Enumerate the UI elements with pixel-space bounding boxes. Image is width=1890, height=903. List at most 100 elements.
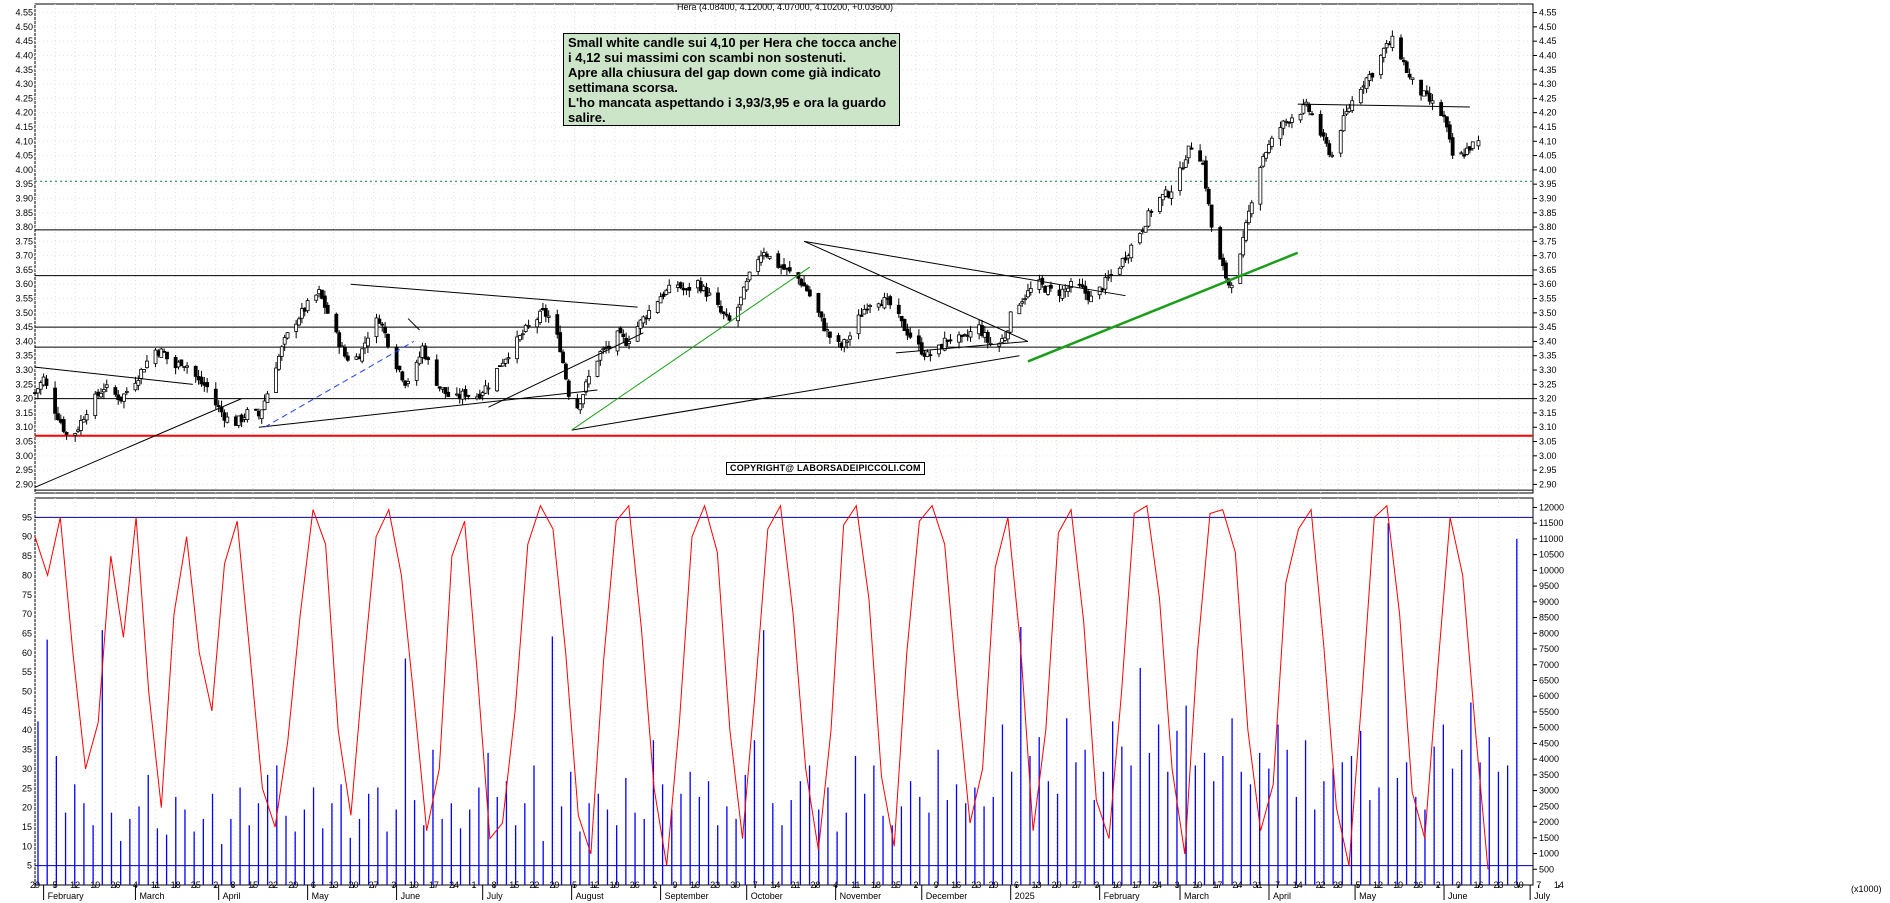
candle-body bbox=[1089, 295, 1093, 303]
candle-body bbox=[145, 360, 149, 369]
candle bbox=[759, 250, 763, 266]
candle-body bbox=[1465, 147, 1469, 155]
osc-tick-label: 45 bbox=[22, 706, 32, 716]
osc-tick-label: 5 bbox=[27, 861, 32, 871]
vol-tick-label: 4500 bbox=[1539, 738, 1559, 748]
candle-body bbox=[1178, 167, 1182, 192]
candle-body bbox=[1146, 210, 1151, 227]
candle bbox=[1278, 121, 1283, 146]
candle bbox=[262, 394, 267, 411]
candle-body bbox=[558, 332, 563, 353]
candle-body bbox=[1186, 145, 1191, 159]
candle-body bbox=[564, 363, 568, 380]
candle bbox=[259, 409, 264, 424]
candle-body bbox=[807, 289, 812, 297]
candle-body bbox=[1020, 301, 1025, 304]
candle-body bbox=[828, 331, 832, 338]
candle-body bbox=[1218, 227, 1223, 260]
price-tick-label: 4.40 bbox=[1539, 50, 1557, 60]
candle bbox=[193, 365, 198, 383]
candle-body bbox=[1281, 120, 1286, 129]
candle bbox=[658, 292, 663, 304]
candle bbox=[942, 331, 947, 352]
candle-body bbox=[523, 324, 528, 332]
candle bbox=[423, 343, 428, 361]
note-line: salire. bbox=[568, 110, 606, 125]
candle-body bbox=[334, 313, 339, 333]
candle bbox=[213, 382, 218, 409]
candle bbox=[1218, 225, 1223, 260]
candle bbox=[443, 387, 448, 400]
candle-body bbox=[575, 398, 580, 409]
candle bbox=[876, 302, 881, 311]
vol-tick-label: 2000 bbox=[1539, 817, 1559, 827]
candle bbox=[518, 334, 522, 343]
candle bbox=[320, 289, 324, 300]
candle bbox=[1318, 110, 1323, 138]
candle-body bbox=[340, 345, 344, 348]
candle bbox=[822, 313, 827, 332]
black-trendline bbox=[258, 389, 598, 428]
candle bbox=[819, 311, 824, 322]
price-tick-label: 3.05 bbox=[1539, 437, 1557, 447]
candle bbox=[463, 385, 468, 401]
candle-body bbox=[294, 323, 299, 332]
candle-body bbox=[1269, 137, 1274, 147]
candle bbox=[908, 327, 913, 340]
price-tick-label: 3.90 bbox=[1539, 193, 1557, 203]
note-line: Small white candle sui 4,10 per Hera che… bbox=[568, 35, 897, 50]
candle-body bbox=[1401, 59, 1406, 63]
candle bbox=[787, 260, 792, 274]
candle bbox=[1046, 285, 1050, 296]
candle-body bbox=[1424, 90, 1429, 95]
osc-tick-label: 95 bbox=[22, 512, 32, 522]
candle bbox=[1445, 116, 1449, 133]
candle-body bbox=[38, 382, 43, 390]
osc-tick-label: 50 bbox=[22, 687, 32, 697]
price-tick-label-left: 3.70 bbox=[15, 251, 33, 261]
candle-body bbox=[1149, 210, 1154, 213]
candle-body bbox=[518, 335, 522, 341]
green-trendline bbox=[571, 266, 811, 431]
candle bbox=[828, 331, 832, 344]
candle-body bbox=[1198, 150, 1203, 162]
black-trendline bbox=[488, 332, 644, 408]
candle-body bbox=[1209, 204, 1214, 228]
candle-body bbox=[925, 351, 930, 358]
candle bbox=[101, 383, 106, 399]
vol-tick-label: 8500 bbox=[1539, 613, 1559, 623]
candle bbox=[1330, 151, 1335, 159]
note-line: L'ho mancata aspettando i 3,93/3,95 e or… bbox=[568, 95, 887, 110]
candle bbox=[1404, 60, 1409, 74]
price-tick-label: 4.15 bbox=[1539, 122, 1557, 132]
candle-body bbox=[1180, 167, 1185, 170]
candle bbox=[782, 258, 786, 271]
vol-tick-label: 1500 bbox=[1539, 833, 1559, 843]
price-tick-label-left: 4.15 bbox=[15, 122, 33, 132]
candle-body bbox=[1048, 284, 1053, 289]
candle-body bbox=[868, 305, 872, 307]
candle bbox=[707, 288, 712, 297]
candle-body bbox=[81, 419, 86, 423]
candle-body bbox=[101, 389, 106, 393]
candle bbox=[744, 277, 749, 292]
candle-body bbox=[1169, 191, 1174, 199]
price-tick-label-left: 3.45 bbox=[15, 322, 33, 332]
candle bbox=[265, 391, 270, 403]
candle-body bbox=[216, 405, 221, 408]
candle bbox=[386, 333, 390, 349]
candle-body bbox=[56, 413, 60, 420]
price-tick-label: 4.30 bbox=[1539, 79, 1557, 89]
candle bbox=[747, 271, 752, 283]
candle bbox=[1470, 141, 1475, 151]
candle-body bbox=[274, 367, 278, 393]
candle-body bbox=[635, 326, 640, 342]
price-tick-label: 3.55 bbox=[1539, 294, 1557, 304]
candle-body bbox=[687, 287, 692, 291]
candle-body bbox=[1318, 113, 1323, 136]
candle-body bbox=[1410, 77, 1415, 80]
candle bbox=[466, 394, 471, 400]
candle-body bbox=[1203, 160, 1208, 189]
candle bbox=[1465, 142, 1469, 156]
candle-body bbox=[1117, 267, 1122, 275]
